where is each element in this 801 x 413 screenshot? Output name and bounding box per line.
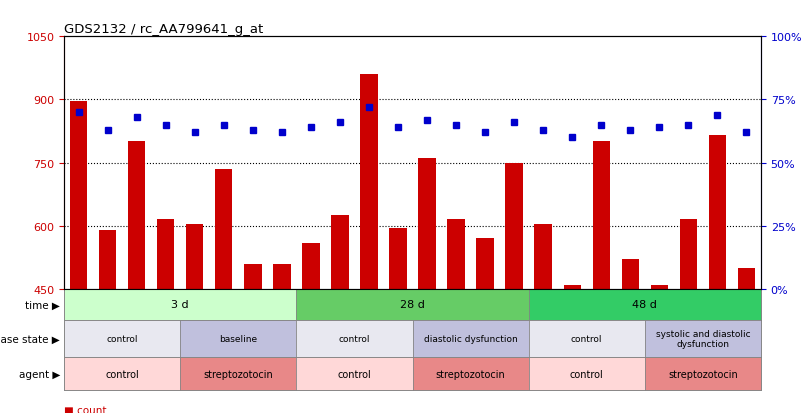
Text: streptozotocin: streptozotocin — [668, 369, 738, 379]
Bar — [645, 357, 761, 390]
Bar — [64, 289, 296, 320]
Bar — [534, 224, 552, 289]
Bar — [650, 285, 668, 289]
Text: 3 d: 3 d — [171, 299, 189, 310]
Bar — [186, 224, 203, 289]
Bar — [529, 320, 645, 357]
Text: disease state ▶: disease state ▶ — [0, 334, 60, 344]
Text: baseline: baseline — [219, 334, 257, 343]
Bar — [180, 357, 296, 390]
Text: control: control — [571, 334, 602, 343]
Text: 28 d: 28 d — [400, 299, 425, 310]
Text: control: control — [339, 334, 370, 343]
Text: control: control — [570, 369, 604, 379]
Bar — [645, 320, 761, 357]
Bar — [296, 289, 529, 320]
Text: GDS2132 / rc_AA799641_g_at: GDS2132 / rc_AA799641_g_at — [64, 23, 264, 36]
Bar — [593, 142, 610, 289]
Bar — [360, 75, 377, 289]
Text: time ▶: time ▶ — [25, 299, 60, 310]
Text: streptozotocin: streptozotocin — [436, 369, 505, 379]
Bar — [738, 268, 755, 289]
Bar — [273, 264, 291, 289]
Bar — [331, 216, 348, 289]
Bar — [180, 320, 296, 357]
Bar — [99, 230, 116, 289]
Text: diastolic dysfunction: diastolic dysfunction — [424, 334, 517, 343]
Text: 48 d: 48 d — [632, 299, 658, 310]
Bar — [244, 264, 261, 289]
Text: control: control — [105, 369, 139, 379]
Bar — [64, 357, 180, 390]
Bar — [296, 357, 413, 390]
Text: control: control — [107, 334, 138, 343]
Bar — [679, 220, 697, 289]
Bar — [302, 243, 320, 289]
Bar — [477, 239, 493, 289]
Bar — [215, 169, 232, 289]
Text: ■ count: ■ count — [64, 405, 107, 413]
Bar — [529, 357, 645, 390]
Text: systolic and diastolic
dysfunction: systolic and diastolic dysfunction — [655, 329, 751, 348]
Bar — [709, 136, 726, 289]
Bar — [157, 220, 175, 289]
Bar — [70, 102, 87, 289]
Bar — [529, 289, 761, 320]
Bar — [505, 163, 523, 289]
Bar — [622, 260, 639, 289]
Bar — [128, 142, 146, 289]
Text: streptozotocin: streptozotocin — [203, 369, 273, 379]
Bar — [563, 285, 581, 289]
Bar — [296, 320, 413, 357]
Bar — [447, 220, 465, 289]
Bar — [413, 357, 529, 390]
Bar — [413, 320, 529, 357]
Bar — [64, 320, 180, 357]
Bar — [418, 159, 436, 289]
Bar — [389, 228, 407, 289]
Text: control: control — [337, 369, 372, 379]
Text: agent ▶: agent ▶ — [18, 369, 60, 379]
